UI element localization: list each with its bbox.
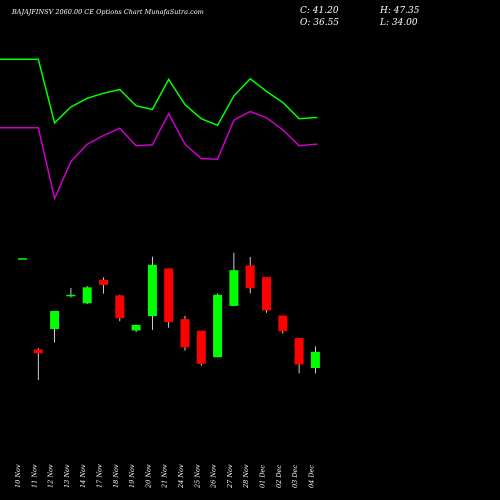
x-tick-label: 02 Dec <box>275 465 283 488</box>
x-tick-label: 25 Nov <box>193 464 201 489</box>
candle-body <box>82 287 92 304</box>
chart-title: BAJAJFINSV 2060.00 CE Options Chart Muna… <box>11 8 204 16</box>
candle-26-nov <box>213 293 223 358</box>
candle-body <box>50 311 60 329</box>
x-tick-label: 17 Nov <box>96 464 104 488</box>
candle-12-nov <box>50 311 60 343</box>
x-tick-label: 20 Nov <box>144 464 152 489</box>
upper-line <box>0 58 318 127</box>
candle-27-nov <box>229 252 239 306</box>
candle-body <box>278 315 288 332</box>
candle-body <box>245 265 255 289</box>
candle-13-nov <box>66 287 76 298</box>
open-value: O: 36.55 <box>300 18 339 28</box>
indicator-lines <box>0 58 318 201</box>
candle-body <box>33 349 43 354</box>
x-tick-label: 21 Nov <box>161 464 169 489</box>
candle-14-nov <box>82 286 92 305</box>
x-tick-label: 01 Dec <box>259 465 267 488</box>
candlestick-series <box>33 252 320 380</box>
candle-body <box>180 319 190 348</box>
candle-body <box>131 324 141 331</box>
candle-03-dec <box>294 338 304 374</box>
candle-04-dec <box>310 346 320 374</box>
x-tick-label: 12 Nov <box>47 464 55 488</box>
x-tick-label: 19 Nov <box>128 464 136 488</box>
x-tick-label: 14 Nov <box>79 464 87 488</box>
candle-25-nov <box>196 330 206 366</box>
candle-28-nov <box>245 257 255 294</box>
candle-18-nov <box>115 294 125 322</box>
x-tick-label: 10 Nov <box>14 464 22 488</box>
x-tick-label: 13 Nov <box>63 464 71 488</box>
x-tick-label: 04 Dec <box>307 465 315 488</box>
candle-21-nov <box>164 268 174 328</box>
candle-24-nov <box>180 315 190 351</box>
candle-01-dec <box>262 277 271 313</box>
candle-17-nov <box>99 277 108 294</box>
x-tick-label: 24 Nov <box>177 464 185 489</box>
x-tick-label: 26 Nov <box>210 464 218 489</box>
candle-body <box>99 279 108 285</box>
high-value: H: 47.35 <box>379 6 420 16</box>
candle-body <box>310 351 320 368</box>
x-axis-tick-labels: 10 Nov 11 Nov 12 Nov 13 Nov 14 Nov 17 Nov 18 N… <box>14 464 315 489</box>
candle-body <box>115 295 125 319</box>
candle-body <box>164 268 174 323</box>
candle-body <box>147 264 157 317</box>
x-tick-label: 28 Nov <box>242 464 250 489</box>
low-value: L: 34.00 <box>379 18 418 28</box>
candle-02-dec <box>278 315 288 334</box>
close-value: C: 41.20 <box>300 6 339 16</box>
candle-body <box>229 270 239 306</box>
candle-11-nov <box>33 348 43 380</box>
x-tick-label: 03 Dec <box>291 465 299 488</box>
candle-body <box>262 277 271 311</box>
candle-19-nov <box>131 324 141 333</box>
x-tick-label: 18 Nov <box>112 464 120 488</box>
candle-body <box>294 338 304 365</box>
candle-body <box>66 294 76 297</box>
lower-line <box>0 110 318 201</box>
x-tick-label: 27 Nov <box>226 464 234 489</box>
candle-body <box>196 330 206 364</box>
candle-body <box>213 294 223 358</box>
candle-20-nov <box>147 256 157 330</box>
x-tick-label: 11 Nov <box>30 464 38 488</box>
